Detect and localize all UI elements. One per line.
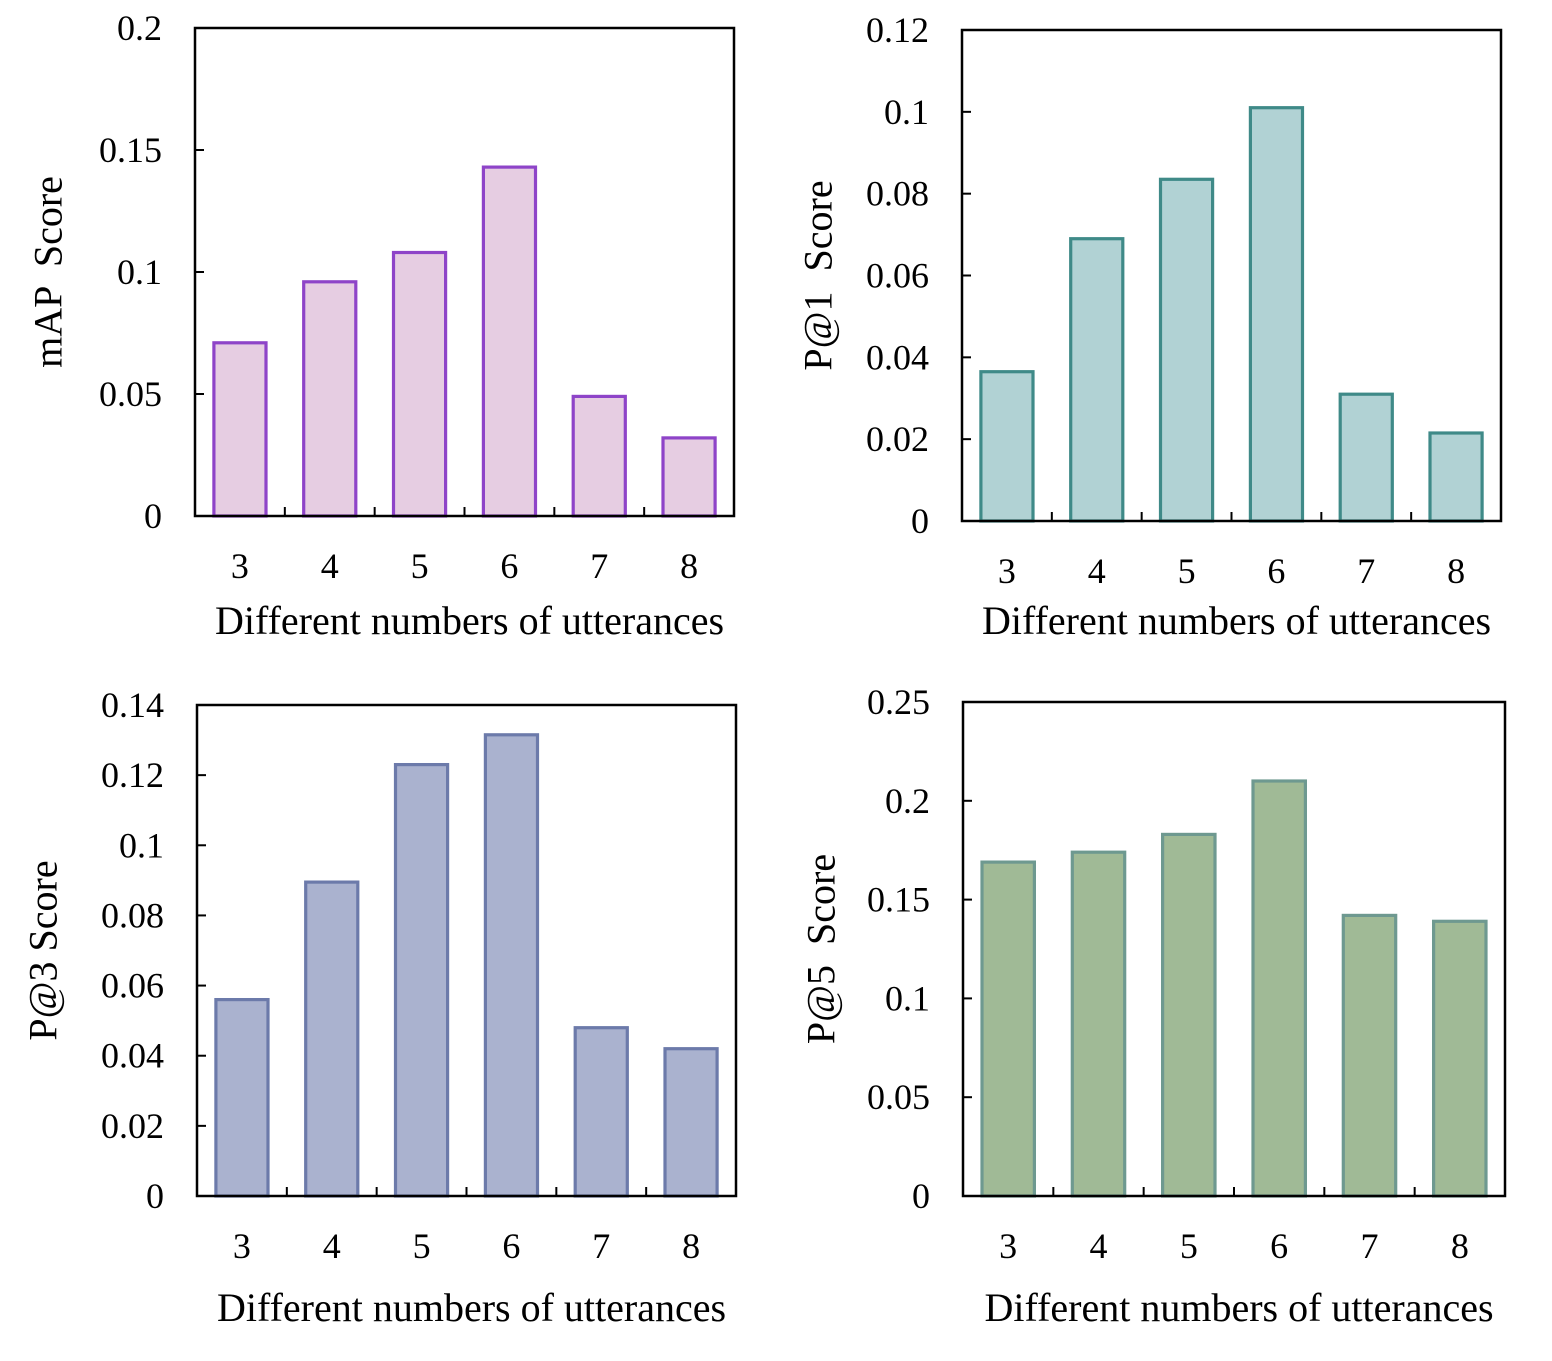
plot-frame xyxy=(960,28,1503,523)
bar-6 xyxy=(1251,779,1308,1198)
y-tick-label: 0 xyxy=(144,496,162,536)
x-axis-title: Different numbers of utterances xyxy=(215,598,724,643)
y-tick-label: 0.15 xyxy=(867,880,930,920)
bar-7 xyxy=(573,1026,629,1198)
x-tick-label: 7 xyxy=(592,1226,610,1266)
bar-7 xyxy=(1338,392,1394,523)
bar-4 xyxy=(302,280,358,518)
x-tick-label: 5 xyxy=(1180,1226,1198,1266)
x-tick-label: 4 xyxy=(1090,1226,1108,1266)
x-tick-label: 3 xyxy=(998,551,1016,591)
y-axis-title: mAP Score xyxy=(26,176,71,368)
bar-7 xyxy=(571,394,627,518)
x-tick-label: 5 xyxy=(1178,551,1196,591)
x-tick-label: 5 xyxy=(411,546,429,586)
bar-6 xyxy=(481,165,538,518)
y-tick-label: 0 xyxy=(912,1176,930,1216)
y-tick-label: 0.12 xyxy=(101,755,164,795)
y-tick-label: 0.08 xyxy=(866,174,929,214)
x-axis-title: Different numbers of utterances xyxy=(984,1285,1493,1330)
x-tick-label: 6 xyxy=(1267,551,1285,591)
bar-8 xyxy=(1428,431,1484,523)
bar-3 xyxy=(212,341,268,518)
y-tick-label: 0.1 xyxy=(119,825,164,865)
chart-panel-1: 0 0.05 0.1 0.15 0.2 3 4 5 6 7 8 Different numbers o… xyxy=(26,8,736,643)
x-tick-label: 6 xyxy=(502,1226,520,1266)
x-tick-label: 8 xyxy=(1451,1226,1469,1266)
y-tick-label: 0.1 xyxy=(885,978,930,1018)
plot-frame xyxy=(193,26,736,518)
x-tick-label: 3 xyxy=(233,1226,251,1266)
y-tick-label: 0.14 xyxy=(101,685,164,725)
y-tick-label: 0 xyxy=(911,501,929,541)
y-tick-label: 0.15 xyxy=(99,130,162,170)
x-tick-label: 8 xyxy=(1447,551,1465,591)
x-tick-label: 4 xyxy=(1088,551,1106,591)
y-axis-title: P@1 Score xyxy=(796,180,841,370)
y-tick-label: 0.04 xyxy=(866,337,929,377)
x-axis-title: Different numbers of utterances xyxy=(217,1285,726,1330)
y-tick-label: 0.05 xyxy=(99,374,162,414)
chart-panel-2: 0 0.02 0.04 0.06 0.08 0.1 0.12 3 4 5 6 7 8 Different … xyxy=(796,10,1503,643)
y-tick-label: 0.25 xyxy=(867,682,930,722)
bar-8 xyxy=(661,436,717,518)
x-tick-label: 8 xyxy=(680,546,698,586)
chart-panel-3: 0 0.02 0.04 0.06 0.08 0.1 0.12 0.14 3 4 5 6 7 8 Differ… xyxy=(21,685,738,1330)
x-tick-label: 4 xyxy=(323,1226,341,1266)
bar-6 xyxy=(483,733,540,1198)
bar-4 xyxy=(304,880,360,1198)
bar-8 xyxy=(1431,919,1488,1198)
x-tick-label: 5 xyxy=(413,1226,431,1266)
y-axis-title: P@3 Score xyxy=(21,860,66,1040)
bar-5 xyxy=(1158,177,1215,523)
bar-3 xyxy=(980,860,1037,1198)
y-tick-label: 0.02 xyxy=(101,1106,164,1146)
y-tick-label: 0.1 xyxy=(884,92,929,132)
x-tick-label: 6 xyxy=(1270,1226,1288,1266)
y-tick-label: 0.08 xyxy=(101,895,164,935)
y-axis-title: P@5 Score xyxy=(799,854,844,1044)
y-tick-label: 0.2 xyxy=(117,8,162,48)
x-tick-label: 3 xyxy=(231,546,249,586)
plot-frame xyxy=(195,703,738,1198)
x-tick-label: 3 xyxy=(999,1226,1017,1266)
y-tick-label: 0.1 xyxy=(117,252,162,292)
y-tick-label: 0.06 xyxy=(101,966,164,1006)
y-tick-label: 0 xyxy=(146,1176,164,1216)
x-tick-label: 7 xyxy=(590,546,608,586)
bar-5 xyxy=(391,250,448,518)
bar-3 xyxy=(979,370,1035,523)
x-tick-label: 4 xyxy=(321,546,339,586)
y-tick-label: 0.06 xyxy=(866,256,929,296)
bar-7 xyxy=(1341,913,1398,1198)
bar-5 xyxy=(1160,832,1217,1198)
y-tick-label: 0.2 xyxy=(885,781,930,821)
y-tick-label: 0.04 xyxy=(101,1036,164,1076)
bar-3 xyxy=(214,997,270,1198)
y-tick-label: 0.02 xyxy=(866,419,929,459)
x-axis-title: Different numbers of utterances xyxy=(982,598,1491,643)
bar-8 xyxy=(663,1047,719,1198)
x-tick-label: 6 xyxy=(500,546,518,586)
bar-6 xyxy=(1248,106,1305,523)
x-tick-label: 8 xyxy=(682,1226,700,1266)
chart-panel-4: 0 0.05 0.1 0.15 0.2 0.25 3 4 5 6 7 8 Different numbe… xyxy=(799,682,1507,1330)
plot-frame xyxy=(961,700,1507,1198)
bar-4 xyxy=(1070,850,1127,1198)
bar-5 xyxy=(393,762,450,1198)
x-tick-label: 7 xyxy=(1361,1226,1379,1266)
bar-4 xyxy=(1069,237,1125,523)
x-tick-label: 7 xyxy=(1357,551,1375,591)
y-tick-label: 0.12 xyxy=(866,10,929,50)
y-tick-label: 0.05 xyxy=(867,1077,930,1117)
